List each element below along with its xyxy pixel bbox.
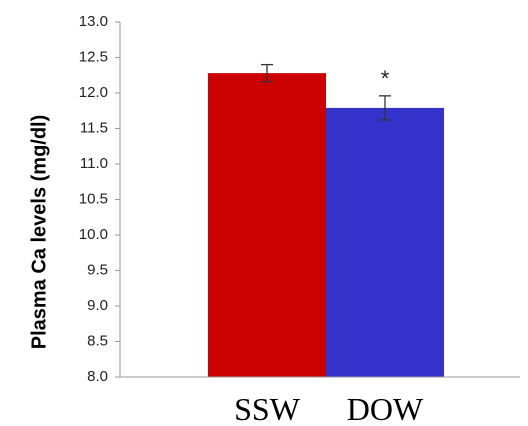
error-bars [261,63,391,121]
y-tick-label: 13.0 [79,13,108,30]
y-tick-label: 8.0 [87,368,108,385]
y-tick-label: 10.5 [79,190,108,207]
y-tick-label: 12.0 [79,84,108,101]
y-tick-label: 11.5 [80,119,108,136]
y-tick-label: 11.0 [80,155,108,172]
bar-ssw [208,73,326,378]
x-label-dow: DOW [347,391,424,426]
annotations: * [381,66,390,91]
y-axis-label: Plasma Ca levels (mg/dl) [28,115,50,350]
x-axis-labels: SSW DOW [234,391,424,426]
y-tick-label: 8.5 [87,332,108,349]
significance-marker: * [381,66,390,91]
y-tick-label: 12.5 [79,48,108,65]
x-label-ssw: SSW [234,391,301,426]
bar-dow [326,107,444,377]
y-tick-label: 9.0 [87,297,108,314]
y-tick-label: 9.5 [87,261,108,278]
y-axis-ticks: 8.0 8.5 9.0 9.5 10.0 10.5 11.0 11.5 12.0 12.5 13.0 [79,13,120,385]
bars [208,73,444,378]
y-tick-label: 10.0 [79,226,108,243]
